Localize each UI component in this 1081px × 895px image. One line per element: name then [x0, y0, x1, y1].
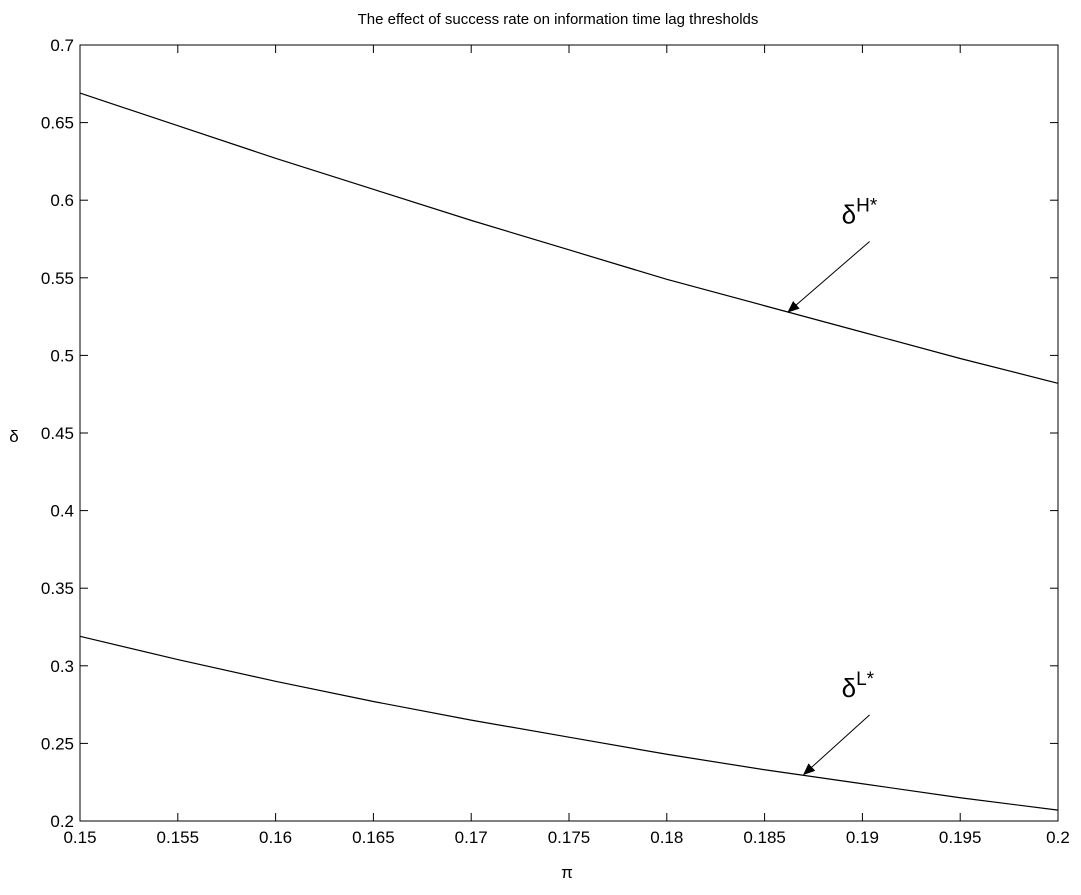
x-axis-label: π [561, 863, 573, 882]
x-tick-label: 0.17 [455, 828, 488, 847]
x-tick-label: 0.175 [548, 828, 591, 847]
annotation-label-1: δH* [842, 195, 878, 229]
annotation-base: δ [842, 199, 856, 229]
plot-frame [79, 44, 1059, 822]
x-tick-label: 0.18 [650, 828, 683, 847]
annotation-superscript: H* [856, 195, 878, 216]
annotation-label-2: δL* [842, 669, 875, 703]
x-tick-label: 0.165 [352, 828, 395, 847]
curve-annotations: δH*δL* [787, 195, 878, 776]
x-tick-label: 0.195 [939, 828, 982, 847]
y-tick-label: 0.4 [50, 502, 74, 521]
y-tick-label: 0.7 [50, 36, 74, 55]
y-tick-label: 0.5 [50, 346, 74, 365]
x-tick-label: 0.185 [743, 828, 786, 847]
x-tick-label: 0.2 [1046, 828, 1070, 847]
series-line-2 [79, 635, 1059, 811]
y-tick-label: 0.65 [41, 114, 74, 133]
x-tick-label: 0.155 [157, 828, 200, 847]
y-tick-label: 0.35 [41, 579, 74, 598]
x-tick-label: 0.15 [63, 828, 96, 847]
series-line-1 [79, 92, 1059, 384]
x-axis: 0.15 0.155 0.16 0.165 0.17 0.175 0.18 0.185 0.19… [63, 45, 1070, 847]
y-tick-label: 0.55 [41, 269, 74, 288]
y-axis: 0.2 0.25 0.3 0.35 0.4 0.45 0.5 0.55 0.6 0.65 0.7 [41, 36, 1058, 831]
y-tick-label: 0.2 [50, 812, 74, 831]
y-axis-label: δ [9, 427, 18, 446]
y-tick-label: 0.3 [50, 657, 74, 676]
x-tick-label: 0.16 [259, 828, 292, 847]
plot-series [79, 92, 1059, 811]
annotation-superscript: L* [856, 669, 875, 690]
y-tick-label: 0.25 [41, 734, 74, 753]
y-tick-label: 0.6 [50, 191, 74, 210]
annotation-arrow-2 [802, 714, 870, 776]
annotation-arrow-1 [787, 241, 870, 313]
annotation-base: δ [842, 673, 856, 703]
y-tick-label: 0.45 [41, 424, 74, 443]
chart-title: The effect of success rate on informatio… [358, 11, 759, 28]
x-tick-label: 0.19 [846, 828, 879, 847]
